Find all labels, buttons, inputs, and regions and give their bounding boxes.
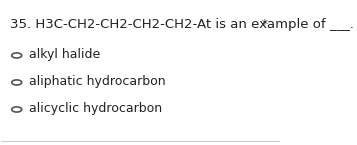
Text: alkyl halide: alkyl halide	[29, 48, 101, 60]
Text: *: *	[262, 18, 268, 31]
Text: aliphatic hydrocarbon: aliphatic hydrocarbon	[29, 75, 166, 88]
Text: 35. H3C-CH2-CH2-CH2-CH2-At is an example of ___.: 35. H3C-CH2-CH2-CH2-CH2-At is an example…	[10, 18, 354, 31]
Text: alicyclic hydrocarbon: alicyclic hydrocarbon	[29, 102, 162, 115]
